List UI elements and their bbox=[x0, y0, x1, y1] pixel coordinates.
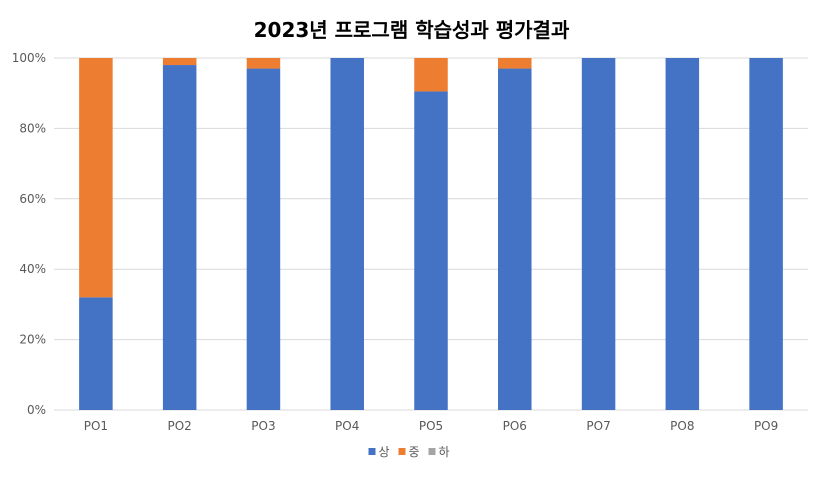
x-tick-label: PO7 bbox=[586, 419, 610, 433]
x-tick-label: PO9 bbox=[754, 419, 778, 433]
y-tick-label: 40% bbox=[19, 262, 46, 276]
x-tick-label: PO5 bbox=[419, 419, 443, 433]
legend-label: 하 bbox=[439, 445, 450, 459]
chart-title: 2023년 프로그램 학습성과 평가결과 bbox=[254, 18, 570, 42]
bar-po5-series-0 bbox=[414, 91, 448, 410]
legend-swatch bbox=[368, 448, 376, 455]
bar-po1-series-0 bbox=[79, 297, 113, 410]
x-axis-ticks: PO1 PO2 PO3 PO4 PO5 PO6 PO7 PO8 PO9 bbox=[84, 419, 779, 433]
bar-po6-series-0 bbox=[498, 68, 532, 410]
legend-swatch bbox=[428, 448, 436, 455]
y-tick-label: 60% bbox=[19, 192, 46, 206]
bar-po7-series-0 bbox=[581, 58, 616, 410]
bars bbox=[79, 58, 783, 410]
y-tick-label: 100% bbox=[12, 51, 46, 65]
bar-po1-series-1 bbox=[79, 58, 113, 298]
y-tick-label: 80% bbox=[19, 121, 46, 135]
legend-swatch bbox=[398, 448, 406, 455]
y-axis-ticks: 0% 20% 40% 60% 80% 100% bbox=[12, 51, 46, 417]
bar-po3-series-0 bbox=[246, 68, 281, 410]
legend-label: 상 bbox=[379, 445, 390, 459]
x-tick-label: PO3 bbox=[251, 419, 275, 433]
bar-po5-series-1 bbox=[414, 58, 448, 92]
x-tick-label: PO4 bbox=[335, 419, 359, 433]
bar-po3-series-1 bbox=[246, 58, 281, 69]
bar-po8-series-0 bbox=[665, 58, 700, 410]
x-tick-label: PO6 bbox=[503, 419, 527, 433]
x-tick-label: PO2 bbox=[168, 419, 192, 433]
bar-po4-series-0 bbox=[330, 58, 364, 410]
bar-po2-series-0 bbox=[162, 65, 197, 410]
x-tick-label: PO8 bbox=[670, 419, 694, 433]
y-tick-label: 0% bbox=[27, 403, 46, 417]
x-tick-label: PO1 bbox=[84, 419, 108, 433]
bar-po2-series-1 bbox=[162, 58, 197, 66]
y-tick-label: 20% bbox=[19, 333, 46, 347]
legend-label: 중 bbox=[409, 445, 420, 459]
bar-po6-series-1 bbox=[498, 58, 532, 69]
bar-po9-series-0 bbox=[749, 58, 783, 410]
